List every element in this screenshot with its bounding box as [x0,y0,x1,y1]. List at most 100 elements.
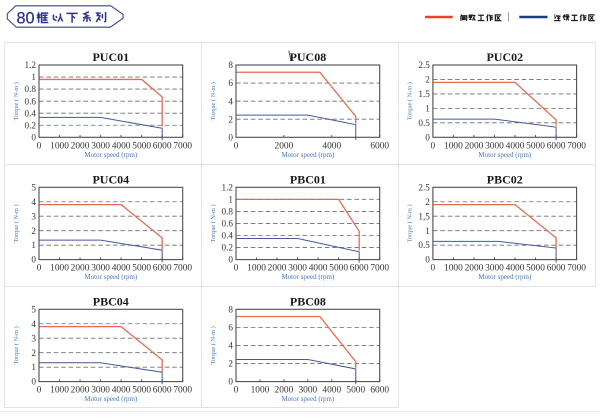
svg-text:2000: 2000 [268,264,287,274]
svg-text:0.8: 0.8 [25,84,37,94]
svg-text:0: 0 [228,377,233,387]
svg-text:4000: 4000 [322,386,341,396]
svg-text:1000: 1000 [50,386,69,396]
svg-text:5000: 5000 [132,264,151,274]
svg-text:4: 4 [228,341,233,351]
svg-text:3000: 3000 [91,386,110,396]
svg-text:6000: 6000 [547,141,566,151]
svg-text:Torque ( N-m ): Torque ( N-m ) [210,82,217,120]
svg-text:0: 0 [425,255,430,265]
svg-text:PUC01: PUC01 [92,50,129,64]
svg-text:PUC04: PUC04 [92,172,129,186]
svg-text:3: 3 [31,333,36,343]
svg-text:Motor speed (rpm): Motor speed (rpm) [281,395,335,403]
svg-text:0: 0 [37,264,42,274]
svg-text:PBC04: PBC04 [93,294,129,308]
svg-text:3000: 3000 [91,141,110,151]
svg-text:Motor speed (rpm): Motor speed (rpm) [84,395,138,403]
svg-text:4: 4 [31,319,36,329]
svg-text:5000: 5000 [329,264,348,274]
svg-text:7000: 7000 [173,141,192,151]
svg-text:6000: 6000 [153,141,172,151]
svg-text:1: 1 [31,362,36,372]
svg-text:4000: 4000 [112,386,131,396]
svg-text:1000: 1000 [247,264,266,274]
svg-text:6000: 6000 [350,264,369,274]
svg-text:2000: 2000 [465,141,484,151]
svg-text:6: 6 [228,322,233,332]
svg-text:1000: 1000 [50,264,69,274]
svg-text:0.6: 0.6 [25,96,37,106]
svg-text:0: 0 [31,377,36,387]
svg-text:0: 0 [31,132,36,142]
svg-text:0: 0 [234,141,239,151]
svg-text:2: 2 [228,359,233,369]
svg-text:2000: 2000 [71,264,90,274]
svg-text:1.2: 1.2 [25,60,37,70]
svg-text:Torque ( N-m ): Torque ( N-m ) [13,204,20,242]
svg-text:3000: 3000 [298,386,317,396]
svg-text:0: 0 [234,264,239,274]
svg-text:Motor speed (rpm): Motor speed (rpm) [84,273,138,281]
svg-text:Torque ( N-m ): Torque ( N-m ) [407,204,414,242]
svg-text:PBC01: PBC01 [290,172,326,186]
svg-text:3000: 3000 [485,141,504,151]
svg-text:1000: 1000 [444,264,463,274]
svg-text:6000: 6000 [370,141,389,151]
svg-text:0.5: 0.5 [418,240,430,250]
svg-text:1: 1 [228,194,233,204]
svg-text:4000: 4000 [506,141,525,151]
svg-text:2.5: 2.5 [418,182,430,192]
svg-text:Torque ( N-m ): Torque ( N-m ) [13,326,20,364]
svg-text:3000: 3000 [288,264,307,274]
svg-text:1.2: 1.2 [222,182,234,192]
svg-text:1000: 1000 [50,141,69,151]
svg-text:1: 1 [425,226,430,236]
svg-text:2.5: 2.5 [418,60,430,70]
svg-text:PUC08: PUC08 [290,50,327,64]
svg-text:0: 0 [431,264,436,274]
svg-text:2: 2 [425,197,430,207]
svg-text:2000: 2000 [71,386,90,396]
svg-text:8: 8 [228,60,233,70]
svg-text:0.2: 0.2 [222,243,234,253]
svg-text:6000: 6000 [547,264,566,274]
svg-text:0.6: 0.6 [222,219,234,229]
svg-text:7000: 7000 [370,264,389,274]
svg-text:2000: 2000 [71,141,90,151]
svg-text:Motor speed (rpm): Motor speed (rpm) [281,151,335,159]
svg-text:4000: 4000 [309,264,328,274]
svg-text:1: 1 [31,72,36,82]
svg-text:Torque ( N-m ): Torque ( N-m ) [407,82,414,120]
svg-text:1.5: 1.5 [418,89,430,99]
svg-text:0: 0 [425,132,430,142]
svg-text:2: 2 [31,348,36,358]
svg-text:2000: 2000 [465,264,484,274]
svg-text:4000: 4000 [112,141,131,151]
svg-text:0: 0 [228,132,233,142]
svg-text:6000: 6000 [153,386,172,396]
svg-text:2: 2 [425,75,430,85]
svg-text:4000: 4000 [112,264,131,274]
svg-text:2: 2 [31,226,36,236]
svg-text:PBC08: PBC08 [290,294,326,308]
svg-text:Motor speed (rpm): Motor speed (rpm) [478,273,532,281]
svg-text:5: 5 [31,304,36,314]
svg-text:0: 0 [431,141,436,151]
svg-text:6: 6 [228,78,233,88]
svg-text:0: 0 [37,386,42,396]
svg-text:7000: 7000 [173,264,192,274]
svg-text:6000: 6000 [370,386,389,396]
svg-text:2: 2 [228,114,233,124]
svg-text:7000: 7000 [173,386,192,396]
svg-text:3: 3 [31,211,36,221]
svg-text:7000: 7000 [567,264,586,274]
svg-text:Motor speed (rpm): Motor speed (rpm) [84,151,138,159]
svg-text:4: 4 [228,96,233,106]
svg-text:PBC02: PBC02 [487,172,523,186]
svg-text:0: 0 [37,141,42,151]
svg-text:0: 0 [31,255,36,265]
svg-text:Torque ( N-m ): Torque ( N-m ) [210,204,217,242]
svg-text:0: 0 [234,386,239,396]
svg-text:5000: 5000 [132,386,151,396]
